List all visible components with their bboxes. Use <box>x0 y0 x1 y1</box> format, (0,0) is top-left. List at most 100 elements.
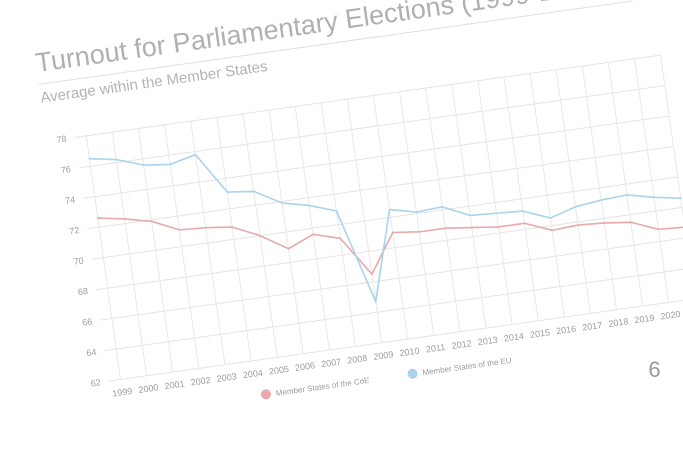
y-tick-label: 64 <box>86 347 97 358</box>
grid-line-x <box>425 88 461 332</box>
x-tick-label: 2001 <box>164 379 185 392</box>
x-tick-label: 2006 <box>294 360 315 373</box>
grid-line-x <box>660 55 683 299</box>
data-point <box>470 226 473 229</box>
data-point <box>88 157 91 160</box>
x-tick-label: 2018 <box>608 316 629 329</box>
data-point <box>388 208 391 211</box>
grid-line-x <box>294 106 330 351</box>
data-point <box>418 230 421 233</box>
data-point <box>281 202 283 204</box>
data-point <box>204 226 207 229</box>
legend-label: Member States of the EU <box>422 356 512 377</box>
x-tick-label: 2003 <box>216 371 237 384</box>
grid-line-y <box>95 206 683 291</box>
grid-line-y <box>74 54 661 138</box>
grid-line-x <box>477 80 513 325</box>
grid-line-y <box>91 176 678 260</box>
grid-line-y <box>78 85 665 169</box>
data-point <box>551 229 554 232</box>
x-tick-label: 2005 <box>268 364 289 377</box>
data-point <box>653 196 655 199</box>
grid-line-y <box>87 145 674 230</box>
data-point <box>169 163 172 166</box>
data-point <box>312 233 314 236</box>
data-point <box>441 205 444 208</box>
data-point <box>657 228 660 231</box>
data-point <box>259 234 261 237</box>
y-tick-label: 68 <box>77 286 88 297</box>
x-tick-label: 2009 <box>373 349 394 362</box>
grid-line-x <box>346 99 383 343</box>
grid-line-x <box>216 117 252 362</box>
data-point <box>523 222 526 225</box>
grid-line-x <box>372 95 409 340</box>
data-point <box>150 220 153 223</box>
x-tick-label: 2019 <box>634 313 655 326</box>
x-tick-label: 2011 <box>425 342 446 355</box>
x-tick-label: 2016 <box>556 324 577 337</box>
grid-line-x <box>111 132 148 376</box>
grid-line-x <box>190 121 226 365</box>
data-point <box>495 212 498 215</box>
grid-line-x <box>555 69 591 314</box>
data-point <box>679 197 682 200</box>
x-tick-label: 2015 <box>529 327 550 340</box>
y-tick-label: 76 <box>60 164 71 175</box>
y-tick-label: 62 <box>90 377 101 388</box>
data-point <box>603 222 606 224</box>
grid-line-y <box>82 115 670 199</box>
data-point <box>308 204 310 207</box>
data-point <box>629 221 632 224</box>
grid-line-x <box>164 124 200 369</box>
data-point <box>415 211 418 213</box>
grid-line-x <box>607 62 644 307</box>
data-point <box>444 227 447 230</box>
x-tick-label: 2007 <box>321 357 342 370</box>
legend-label: Member States of the CoE <box>275 376 370 398</box>
data-point <box>226 191 229 193</box>
legend-swatch <box>260 389 271 400</box>
grid-line-x <box>268 110 304 354</box>
page-number: 6 <box>648 357 661 383</box>
data-point <box>577 224 579 226</box>
x-tick-label: 2008 <box>347 353 368 366</box>
grid-line-x <box>581 66 618 310</box>
grid-line-x <box>503 77 539 321</box>
data-point <box>371 273 373 276</box>
x-tick-label: 2013 <box>477 335 498 348</box>
data-point <box>391 231 394 234</box>
grid-line-x <box>451 84 487 329</box>
data-point <box>115 158 118 161</box>
series-line-1 <box>97 217 683 276</box>
legend-swatch <box>407 368 418 379</box>
data-point <box>178 228 181 231</box>
data-point <box>574 205 577 208</box>
series-line-2 <box>89 153 681 305</box>
y-tick-label: 74 <box>64 195 75 206</box>
grid-line-y <box>104 267 683 352</box>
data-point <box>549 217 552 219</box>
x-tick-label: 2014 <box>503 331 524 344</box>
x-tick-label: 2000 <box>138 382 159 395</box>
data-point <box>339 237 342 240</box>
data-point <box>252 190 255 193</box>
data-point <box>123 218 126 220</box>
y-tick-label: 78 <box>56 134 67 145</box>
grid-line-x <box>137 128 174 373</box>
x-tick-label: 2017 <box>582 320 603 333</box>
y-tick-label: 70 <box>73 255 84 266</box>
y-tick-label: 72 <box>69 225 80 236</box>
x-tick-label: 2012 <box>451 338 472 351</box>
data-point <box>194 153 197 156</box>
data-point <box>521 210 524 212</box>
data-point <box>600 199 603 201</box>
data-point <box>469 214 472 217</box>
x-tick-label: 2010 <box>399 346 420 359</box>
x-tick-label: 1999 <box>112 386 133 399</box>
grid-line-y <box>108 298 683 382</box>
x-tick-label: 2004 <box>242 368 263 381</box>
data-point <box>96 217 99 219</box>
